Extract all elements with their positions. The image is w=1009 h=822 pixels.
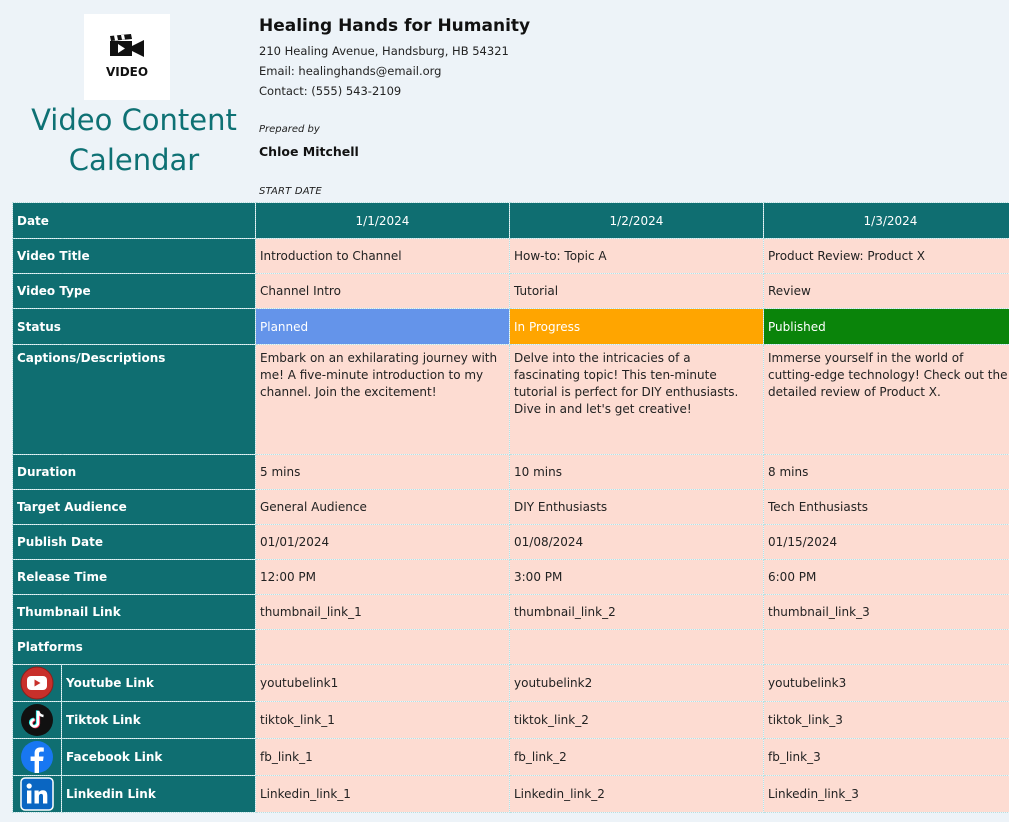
tiktok-icon [20, 703, 54, 737]
video-title-row: Video Title Introduction to Channel How-… [12, 238, 1009, 274]
clapperboard-camera-icon [110, 34, 144, 57]
page-title-line1: Video Content [31, 103, 237, 137]
publish-date-cell-3[interactable]: 01/15/2024 [763, 524, 1009, 560]
row-label-video-type: Video Type [12, 273, 256, 309]
youtube-link-cell-2[interactable]: youtubelink2 [509, 664, 764, 702]
row-label-publish-date: Publish Date [12, 524, 256, 560]
video-type-row: Video Type Channel Intro Tutorial Review [12, 273, 1009, 309]
audience-cell-2[interactable]: DIY Enthusiasts [509, 489, 764, 525]
youtube-link-cell-1[interactable]: youtubelink1 [255, 664, 510, 702]
youtube-icon [20, 666, 54, 700]
status-cell-planned[interactable]: Planned [255, 308, 510, 345]
linkedin-link-row: Linkedin Link Linkedin_link_1 Linkedin_l… [12, 775, 1009, 813]
duration-cell-1[interactable]: 5 mins [255, 454, 510, 490]
row-label-tiktok-link: Tiktok Link [61, 701, 256, 739]
release-time-row: Release Time 12:00 PM 3:00 PM 6:00 PM [12, 559, 1009, 595]
organization-contact: Contact: (555) 543-2109 [259, 84, 402, 98]
duration-cell-3[interactable]: 8 mins [763, 454, 1009, 490]
video-type-cell-3[interactable]: Review [763, 273, 1009, 309]
audience-cell-1[interactable]: General Audience [255, 489, 510, 525]
video-type-cell-1[interactable]: Channel Intro [255, 273, 510, 309]
release-time-cell-1[interactable]: 12:00 PM [255, 559, 510, 595]
thumbnail-link-cell-1[interactable]: thumbnail_link_1 [255, 594, 510, 630]
tiktok-link-cell-3[interactable]: tiktok_link_3 [763, 701, 1009, 739]
prepared-by-label: Prepared by [259, 124, 320, 135]
linkedin-link-cell-3[interactable]: Linkedin_link_3 [763, 775, 1009, 813]
date-cell-1[interactable]: 1/1/2024 [255, 202, 510, 239]
row-label-status: Status [12, 308, 256, 345]
organization-email: Email: healinghands@email.org [259, 64, 442, 78]
thumbnail-link-cell-2[interactable]: thumbnail_link_2 [509, 594, 764, 630]
linkedin-icon [20, 777, 54, 811]
linkedin-link-cell-2[interactable]: Linkedin_link_2 [509, 775, 764, 813]
organization-name: Healing Hands for Humanity [259, 16, 531, 36]
facebook-icon [20, 740, 54, 774]
publish-date-cell-2[interactable]: 01/08/2024 [509, 524, 764, 560]
row-label-facebook-link: Facebook Link [61, 738, 256, 776]
caption-cell-2[interactable]: Delve into the intricacies of a fascinat… [509, 344, 764, 455]
youtube-link-row: Youtube Link youtubelink1 youtubelink2 y… [12, 664, 1009, 702]
platforms-row: Platforms [12, 629, 1009, 665]
tiktok-link-cell-1[interactable]: tiktok_link_1 [255, 701, 510, 739]
thumbnail-link-cell-3[interactable]: thumbnail_link_3 [763, 594, 1009, 630]
video-title-cell-3[interactable]: Product Review: Product X [763, 238, 1009, 274]
facebook-link-cell-3[interactable]: fb_link_3 [763, 738, 1009, 776]
row-label-release-time: Release Time [12, 559, 256, 595]
row-label-platforms: Platforms [12, 629, 256, 665]
caption-cell-3[interactable]: Immerse yourself in the world of cutting… [763, 344, 1009, 455]
platforms-cell-3 [763, 629, 1009, 665]
thumbnail-link-row: Thumbnail Link thumbnail_link_1 thumbnai… [12, 594, 1009, 630]
tiktok-link-row: Tiktok Link tiktok_link_1 tiktok_link_2 … [12, 701, 1009, 739]
logo-text: VIDEO [105, 65, 149, 79]
captions-row: Captions/Descriptions Embark on an exhil… [12, 344, 1009, 455]
tiktok-icon-cell [12, 701, 62, 739]
audience-cell-3[interactable]: Tech Enthusiasts [763, 489, 1009, 525]
caption-cell-1[interactable]: Embark on an exhilarating journey with m… [255, 344, 510, 455]
date-row: Date 1/1/2024 1/2/2024 1/3/2024 [12, 202, 1009, 239]
prepared-by-name: Chloe Mitchell [259, 144, 359, 159]
release-time-cell-2[interactable]: 3:00 PM [509, 559, 764, 595]
tiktok-link-cell-2[interactable]: tiktok_link_2 [509, 701, 764, 739]
video-title-cell-2[interactable]: How-to: Topic A [509, 238, 764, 274]
platforms-cell-2 [509, 629, 764, 665]
row-label-date: Date [12, 202, 256, 239]
row-label-thumbnail-link: Thumbnail Link [12, 594, 256, 630]
content-calendar-table: Date 1/1/2024 1/2/2024 1/3/2024 Video Ti… [12, 202, 1009, 813]
date-cell-3[interactable]: 1/3/2024 [763, 202, 1009, 239]
start-date-label: START DATE [259, 186, 322, 197]
status-cell-published[interactable]: Published [763, 308, 1009, 345]
duration-row: Duration 5 mins 10 mins 8 mins [12, 454, 1009, 490]
page-title: Video Content Calendar [18, 100, 250, 180]
row-label-linkedin-link: Linkedin Link [61, 775, 256, 813]
duration-cell-2[interactable]: 10 mins [509, 454, 764, 490]
platforms-cell-1 [255, 629, 510, 665]
publish-date-cell-1[interactable]: 01/01/2024 [255, 524, 510, 560]
status-cell-in-progress[interactable]: In Progress [509, 308, 764, 345]
youtube-link-cell-3[interactable]: youtubelink3 [763, 664, 1009, 702]
facebook-link-cell-1[interactable]: fb_link_1 [255, 738, 510, 776]
facebook-link-row: Facebook Link fb_link_1 fb_link_2 fb_lin… [12, 738, 1009, 776]
youtube-icon-cell [12, 664, 62, 702]
facebook-link-cell-2[interactable]: fb_link_2 [509, 738, 764, 776]
row-label-youtube-link: Youtube Link [61, 664, 256, 702]
publish-date-row: Publish Date 01/01/2024 01/08/2024 01/15… [12, 524, 1009, 560]
video-type-cell-2[interactable]: Tutorial [509, 273, 764, 309]
date-cell-2[interactable]: 1/2/2024 [509, 202, 764, 239]
page-title-line2: Calendar [68, 143, 200, 177]
facebook-icon-cell [12, 738, 62, 776]
linkedin-icon-cell [12, 775, 62, 813]
row-label-target-audience: Target Audience [12, 489, 256, 525]
row-label-duration: Duration [12, 454, 256, 490]
target-audience-row: Target Audience General Audience DIY Ent… [12, 489, 1009, 525]
video-title-cell-1[interactable]: Introduction to Channel [255, 238, 510, 274]
organization-address: 210 Healing Avenue, Handsburg, HB 54321 [259, 44, 509, 58]
linkedin-link-cell-1[interactable]: Linkedin_link_1 [255, 775, 510, 813]
release-time-cell-3[interactable]: 6:00 PM [763, 559, 1009, 595]
status-row: Status Planned In Progress Published [12, 308, 1009, 345]
row-label-captions: Captions/Descriptions [12, 344, 256, 455]
video-logo: VIDEO [84, 14, 170, 100]
row-label-video-title: Video Title [12, 238, 256, 274]
